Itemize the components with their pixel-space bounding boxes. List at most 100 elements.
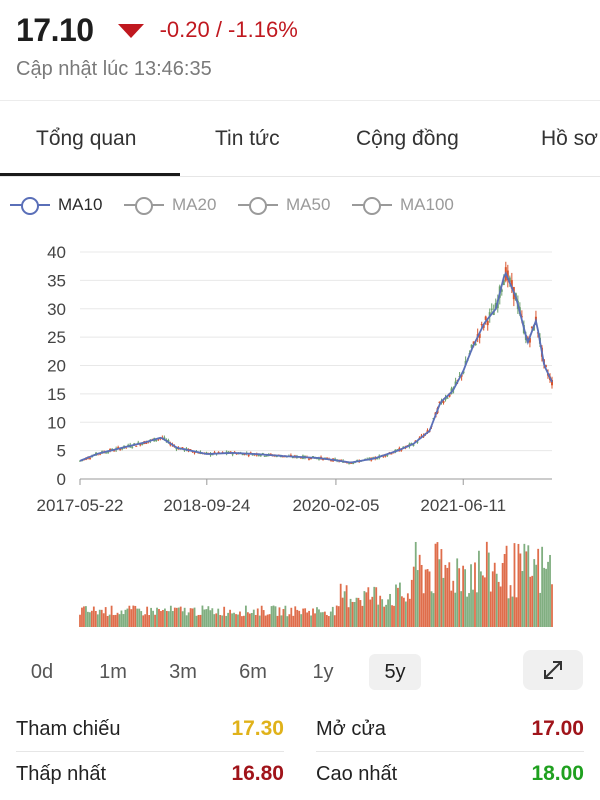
volume-bar xyxy=(329,611,332,627)
legend-ma10[interactable]: MA10 xyxy=(10,195,102,215)
volume-bar xyxy=(442,577,445,627)
volume-bar xyxy=(298,610,301,627)
volume-bar xyxy=(525,551,528,627)
volume-bar xyxy=(229,609,231,627)
volume-bar xyxy=(462,565,465,627)
range-0d[interactable]: 0d xyxy=(30,661,54,683)
candle-body xyxy=(500,289,503,292)
legend-ma20[interactable]: MA20 xyxy=(124,195,216,215)
candle-body xyxy=(326,457,329,459)
volume-bar xyxy=(383,606,386,627)
volume-bar xyxy=(294,606,297,627)
stat-reference: Tham chiếu 17.30 xyxy=(16,707,284,751)
candle-body xyxy=(89,457,92,459)
y-tick-label: 35 xyxy=(47,271,66,290)
candle-body xyxy=(492,311,495,315)
volume-bar xyxy=(243,615,245,627)
legend-label: MA50 xyxy=(286,195,331,214)
volume-bar xyxy=(215,613,218,627)
volume-bar xyxy=(353,602,356,627)
volume-bar xyxy=(266,614,269,627)
volume-bar xyxy=(369,599,372,627)
stat-high: Cao nhất 18.00 xyxy=(316,752,584,796)
volume-bar xyxy=(347,607,350,627)
range-1y[interactable]: 1y xyxy=(312,661,334,683)
candle-body xyxy=(372,457,375,459)
range-6m[interactable]: 6m xyxy=(239,661,267,683)
volume-bar xyxy=(278,607,281,627)
range-1m[interactable]: 1m xyxy=(99,661,127,683)
volume-bar xyxy=(468,593,470,627)
volume-bar xyxy=(179,606,182,627)
volume-bar xyxy=(148,615,151,627)
volume-bar xyxy=(454,592,457,627)
volume-bar xyxy=(420,564,423,627)
tab-profile[interactable]: Hồ sơ xyxy=(541,127,598,150)
volume-bar xyxy=(227,612,230,627)
volume-bar xyxy=(505,545,508,627)
candle-body xyxy=(442,401,445,403)
legend-label: MA10 xyxy=(58,195,103,214)
range-3m[interactable]: 3m xyxy=(169,661,197,683)
volume-bar xyxy=(201,605,204,627)
volume-bar xyxy=(104,607,107,627)
candle-body xyxy=(510,280,513,289)
candle-body xyxy=(462,371,465,373)
volume-bar xyxy=(470,564,472,627)
volume-bar xyxy=(304,608,307,627)
volume-bar xyxy=(120,610,123,627)
candle-body xyxy=(205,452,208,454)
volume-bar xyxy=(211,608,214,627)
volume-bar xyxy=(239,611,241,627)
legend-ma100[interactable]: MA100 xyxy=(352,195,454,215)
y-tick-label: 10 xyxy=(47,413,66,432)
expand-button[interactable] xyxy=(523,650,583,690)
candle-body xyxy=(193,452,196,454)
volume-bar xyxy=(363,591,366,627)
volume-bar xyxy=(165,610,168,627)
volume-bar xyxy=(197,614,200,627)
volume-bar xyxy=(533,559,536,627)
candle-body xyxy=(350,462,353,464)
volume-bar xyxy=(480,571,482,627)
y-tick-label: 5 xyxy=(57,442,66,461)
tab-news[interactable]: Tin tức xyxy=(215,127,280,150)
volume-bar xyxy=(322,612,324,627)
range-5y[interactable]: 5y xyxy=(369,654,421,690)
candle-body xyxy=(231,453,234,455)
volume-bar xyxy=(189,608,192,627)
y-tick-label: 40 xyxy=(47,243,66,262)
candle-body xyxy=(105,452,108,454)
candle-body xyxy=(506,270,509,281)
x-tick-label: 2017-05-22 xyxy=(37,496,124,515)
volume-bar xyxy=(325,614,328,627)
tab-overview[interactable]: Tổng quan xyxy=(36,127,137,150)
volume-bar xyxy=(256,608,259,627)
y-tick-label: 20 xyxy=(47,357,66,376)
volume-bar xyxy=(519,553,522,627)
volume-bar xyxy=(185,615,188,627)
volume-bar xyxy=(539,592,542,627)
price-chart[interactable]: 0 5 10 15 20 25 30 35 40 2017-05-22 2018-09-24 2020… xyxy=(0,225,600,635)
volume-bar xyxy=(171,611,174,627)
candle-body xyxy=(251,454,254,456)
volume-bar xyxy=(136,608,139,627)
legend-ma50[interactable]: MA50 xyxy=(238,195,330,215)
tab-community[interactable]: Cộng đồng xyxy=(356,127,459,150)
volume-bar xyxy=(203,609,206,627)
volume-bar xyxy=(246,612,249,627)
candle-body xyxy=(530,326,533,328)
volume-bar xyxy=(385,604,388,627)
candle-body xyxy=(472,341,475,345)
volume-bar xyxy=(150,607,152,627)
volume-bar xyxy=(207,606,210,627)
volume-bar xyxy=(416,570,419,627)
volume-bar xyxy=(483,577,486,627)
volume-bar xyxy=(193,607,196,627)
volume-bar xyxy=(241,616,243,627)
volume-bar xyxy=(264,615,267,627)
candle-body xyxy=(474,343,477,346)
volume-bar xyxy=(152,610,154,627)
volume-bar xyxy=(235,614,237,627)
volume-bar xyxy=(181,611,184,627)
